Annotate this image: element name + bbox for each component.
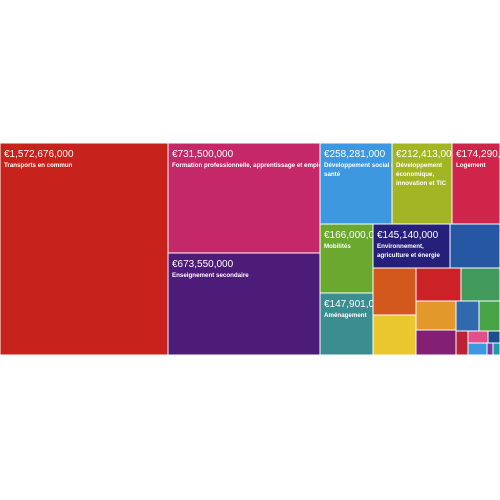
treemap-tile[interactable]: [372, 314, 417, 356]
treemap-tile[interactable]: [492, 342, 500, 356]
treemap-rect[interactable]: [319, 142, 393, 225]
tile-value-label: €731,500,000: [172, 149, 234, 160]
tile-category-label: Développement social et: [324, 162, 397, 169]
tile-value-label: €166,000,000: [324, 230, 386, 241]
treemap-rect[interactable]: [372, 314, 417, 356]
tile-category-label: Formation professionnelle, apprentissage…: [172, 162, 324, 169]
treemap-tile[interactable]: €145,140,000 Environnement, agriculture et…: [372, 223, 451, 269]
treemap-tile[interactable]: [467, 342, 488, 356]
tile-category-label: Transports en commun: [4, 162, 73, 169]
treemap-tile[interactable]: [372, 267, 417, 316]
treemap-rect[interactable]: [415, 329, 457, 356]
treemap-rect[interactable]: [460, 267, 500, 302]
tile-category-label: Enseignement secondaire: [172, 272, 249, 279]
treemap-rect[interactable]: [415, 267, 462, 302]
treemap-tile[interactable]: €174,290,000 Logement: [451, 142, 500, 225]
treemap-tile[interactable]: €731,500,000 Formation professionnelle, a…: [167, 142, 324, 254]
treemap-tile[interactable]: [455, 300, 480, 332]
treemap-tile[interactable]: €1,572,676,000 Transports en commun: [0, 142, 169, 356]
treemap-tile[interactable]: €212,413,000 Développement économique, inno…: [391, 142, 458, 225]
treemap-rect[interactable]: [167, 142, 321, 254]
treemap-tile[interactable]: [415, 300, 457, 331]
tile-value-label: €673,550,000: [172, 259, 234, 270]
tile-category-label: agriculture et énergie: [377, 252, 440, 259]
tile-value-label: €1,572,676,000: [4, 149, 74, 160]
tile-value-label: €147,901,000: [324, 299, 386, 310]
treemap-tile[interactable]: €166,000,000 Mobilités: [319, 223, 386, 294]
treemap-rect[interactable]: [372, 267, 417, 316]
tile-category-label: Logement: [456, 162, 486, 169]
treemap-rect[interactable]: [455, 300, 480, 332]
treemap-tile[interactable]: €147,901,000 Aménagement: [319, 292, 386, 356]
treemap-tile[interactable]: [415, 329, 457, 356]
treemap-tile[interactable]: [460, 267, 500, 302]
treemap-rect[interactable]: [391, 142, 453, 225]
tile-category-label: Mobilités: [324, 243, 351, 250]
tile-category-label: santé: [324, 171, 341, 178]
treemap-tile[interactable]: [486, 342, 494, 356]
tile-category-label: Aménagement: [324, 312, 367, 319]
tile-category-label: économique,: [396, 171, 434, 178]
tile-value-label: €174,290,000: [456, 149, 500, 160]
treemap-tile[interactable]: [455, 330, 469, 356]
treemap-rect[interactable]: [467, 342, 488, 356]
treemap-tile[interactable]: €258,281,000 Développement social et santé: [319, 142, 397, 225]
treemap-rect[interactable]: [0, 142, 169, 356]
treemap-rect[interactable]: [487, 330, 500, 344]
treemap-rect[interactable]: [478, 300, 500, 332]
treemap-tile[interactable]: [449, 223, 500, 269]
treemap-rect[interactable]: [449, 223, 500, 269]
tile-value-label: €145,140,000: [377, 230, 439, 241]
treemap-tile[interactable]: [478, 300, 500, 332]
treemap-tile[interactable]: [415, 267, 462, 302]
treemap-rect[interactable]: [467, 330, 489, 344]
tile-category-label: Développement: [396, 162, 442, 169]
treemap-rect[interactable]: [451, 142, 500, 225]
tile-category-label: Environnement,: [377, 243, 424, 250]
tile-category-label: innovation et TIC: [396, 180, 447, 187]
treemap-rect[interactable]: [167, 252, 321, 356]
treemap-tile[interactable]: [467, 330, 489, 344]
treemap-rect[interactable]: [319, 292, 374, 356]
treemap-tile[interactable]: €673,550,000 Enseignement secondaire: [167, 252, 321, 356]
tile-value-label: €258,281,000: [324, 149, 386, 160]
treemap-rect[interactable]: [455, 330, 469, 356]
treemap-rect[interactable]: [415, 300, 457, 331]
treemap-rect[interactable]: [486, 342, 494, 356]
treemap-tile[interactable]: [487, 330, 500, 344]
treemap-rect[interactable]: [492, 342, 500, 356]
tile-value-label: €212,413,000: [396, 149, 458, 160]
treemap-rect[interactable]: [319, 223, 374, 294]
